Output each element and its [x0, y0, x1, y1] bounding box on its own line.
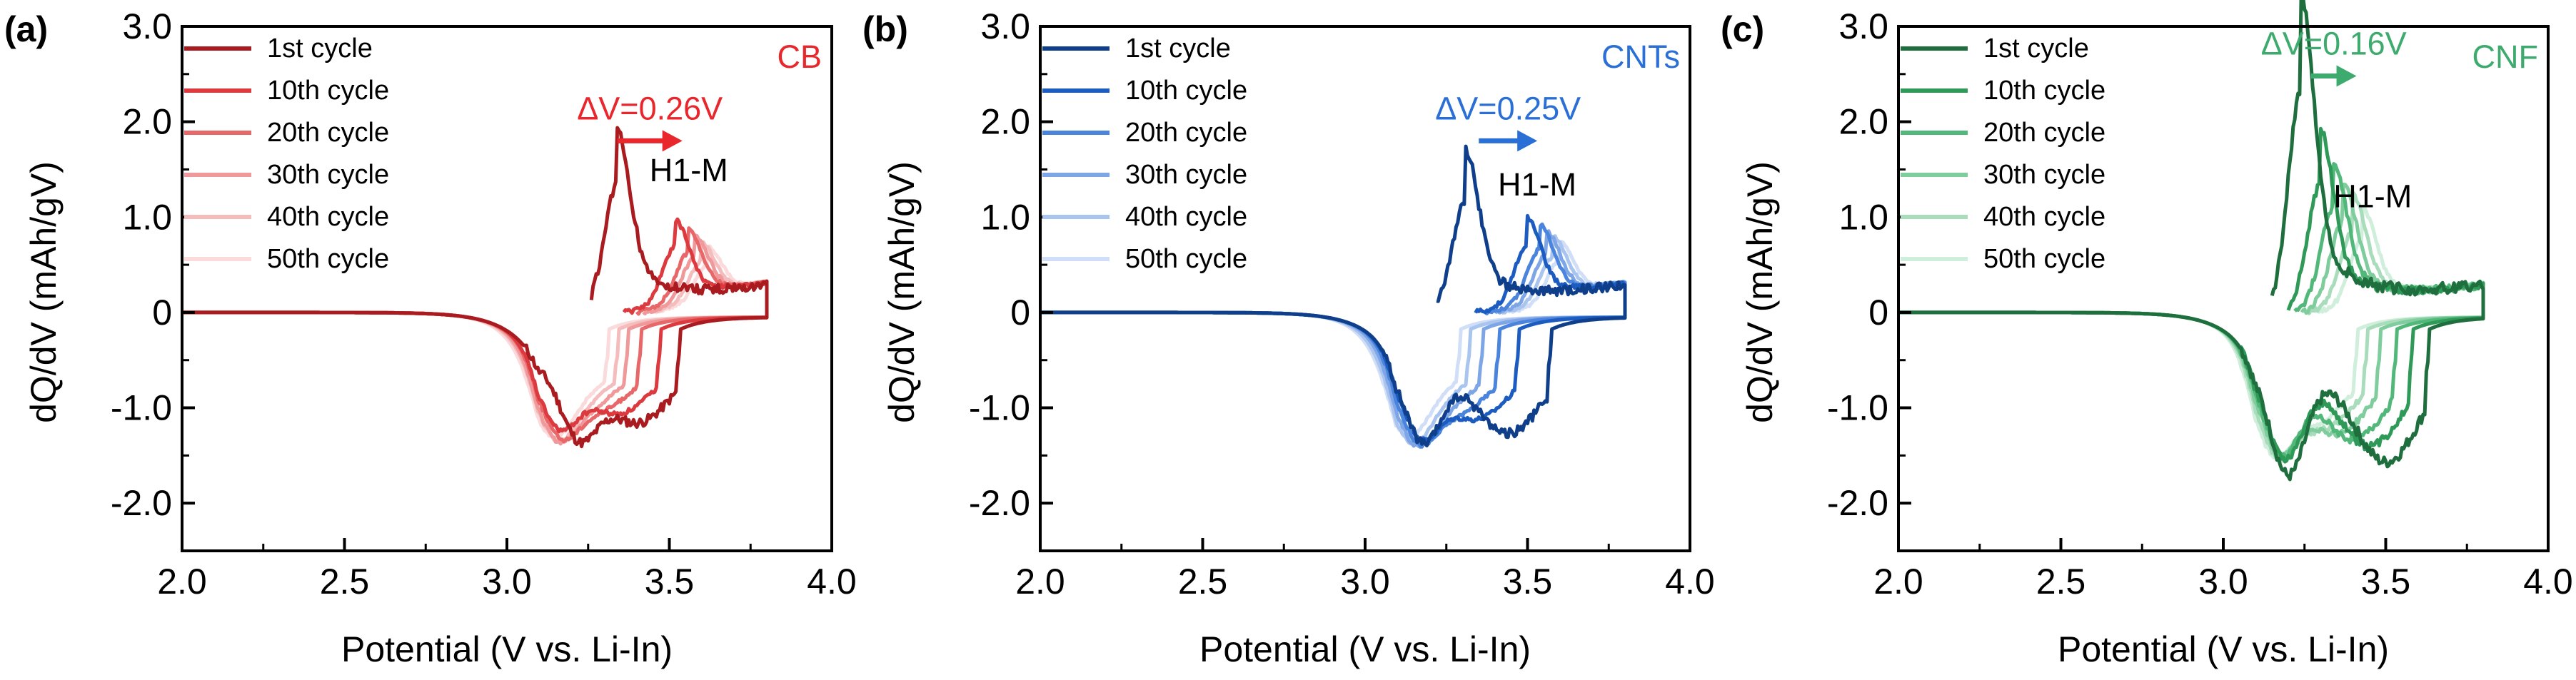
y-tick-label: 2.0: [980, 102, 1030, 142]
x-tick-label: 3.0: [1340, 562, 1390, 602]
series-line-1: [1898, 0, 2485, 482]
material-label: CNTs: [1601, 39, 1680, 75]
x-axis-title: Potential (V vs. Li-In): [341, 629, 673, 669]
x-tick-label: 2.0: [157, 562, 207, 602]
series-curves: [181, 126, 769, 449]
series-line-1: [1040, 144, 1627, 447]
delta-v-label: ΔV=0.26V: [577, 90, 723, 126]
series-curves: [1040, 144, 1627, 450]
chart-panel-cnf: (c) 2.0 2.5 3.0 3.5 4.0 3.0 2.0 1.0 0 -1.0 -2.0 Pote…: [1721, 0, 2573, 669]
y-tick-label: 3.0: [1838, 6, 1888, 46]
y-tick-label: 0: [152, 293, 172, 333]
y-axis-title: dQ/dV (mAh/gV): [24, 161, 64, 423]
series-line-5: [1898, 191, 2485, 463]
legend-entry: 30th cycle: [1983, 160, 2105, 190]
x-tick-label: 3.5: [645, 562, 695, 602]
x-tick-label: 4.0: [1665, 562, 1715, 602]
x-tick-label: 3.5: [2361, 562, 2411, 602]
series-curves: [1898, 0, 2485, 482]
y-axis-title: dQ/dV (mAh/gV): [1740, 161, 1780, 423]
material-label: CB: [777, 39, 822, 75]
legend-entry: 40th cycle: [1983, 202, 2105, 232]
delta-v-label: ΔV=0.16V: [2261, 25, 2407, 61]
legend-entry: 1st cycle: [1983, 34, 2089, 64]
legend-entry: 20th cycle: [267, 118, 389, 148]
legend-entry: 30th cycle: [267, 160, 389, 190]
chart-panel-cb: (a) 2.0 2.5 3.0 3.5 4.0 3.0 2.0 1.0 0 -1.0 -2.0 Pote…: [4, 6, 857, 669]
y-tick-label: 2.0: [1838, 102, 1888, 142]
delta-v-label: ΔV=0.25V: [1435, 90, 1581, 126]
legend-entry: 20th cycle: [1983, 118, 2105, 148]
x-tick-label: 4.0: [807, 562, 857, 602]
panel-label: (c): [1721, 9, 1764, 49]
y-tick-label: 0: [1868, 293, 1888, 333]
legend-entry: 1st cycle: [1125, 34, 1231, 64]
legend-entry: 50th cycle: [1125, 244, 1247, 274]
legend-entry: 10th cycle: [267, 76, 389, 106]
legend-entry: 50th cycle: [1983, 244, 2105, 274]
x-tick-label: 3.5: [1503, 562, 1553, 602]
legend-entry: 10th cycle: [1983, 76, 2105, 106]
y-tick-label: -2.0: [1827, 483, 1888, 523]
chart-panel-cnts: (b) 2.0 2.5 3.0 3.5 4.0 3.0 2.0 1.0 0 -1.0 -2.0 Pote…: [862, 6, 1715, 669]
x-tick-label: 3.0: [2198, 562, 2248, 602]
y-tick-label: 3.0: [980, 6, 1030, 46]
y-tick-label: -1.0: [111, 388, 172, 428]
x-tick-label: 4.0: [2523, 562, 2573, 602]
y-tick-label: -2.0: [969, 483, 1030, 523]
peak-label: H1-M: [1498, 166, 1576, 203]
shift-arrow-head-icon: [1517, 130, 1538, 152]
peak-label: H1-M: [2333, 178, 2412, 215]
x-tick-label: 2.5: [320, 562, 370, 602]
series-line-1: [181, 126, 769, 449]
x-tick-label: 2.0: [1873, 562, 1923, 602]
x-tick-label: 2.5: [1178, 562, 1228, 602]
material-label: CNF: [2472, 39, 2538, 75]
y-tick-label: -1.0: [1827, 388, 1888, 428]
legend-entry: 40th cycle: [267, 202, 389, 232]
legend: 1st cycle 10th cycle 20th cycle 30th cycle 4…: [184, 34, 389, 274]
legend-entry: 30th cycle: [1125, 160, 1247, 190]
legend-entry: 40th cycle: [1125, 202, 1247, 232]
peak-label: H1-M: [650, 152, 728, 188]
y-tick-label: -2.0: [111, 483, 172, 523]
x-axis-title: Potential (V vs. Li-In): [1199, 629, 1531, 669]
y-tick-label: 0: [1010, 293, 1030, 333]
y-tick-label: 2.0: [122, 102, 172, 142]
legend-entry: 1st cycle: [267, 34, 373, 64]
legend-entry: 10th cycle: [1125, 76, 1247, 106]
panel-label: (b): [862, 9, 908, 49]
x-tick-label: 3.0: [482, 562, 532, 602]
legend-entry: 20th cycle: [1125, 118, 1247, 148]
y-tick-label: 1.0: [1838, 197, 1888, 237]
y-tick-label: 3.0: [122, 6, 172, 46]
panel-label: (a): [4, 9, 48, 49]
shift-arrow-head-icon: [2336, 65, 2357, 87]
legend: 1st cycle 10th cycle 20th cycle 30th cycle 4…: [1042, 34, 1247, 274]
x-axis-title: Potential (V vs. Li-In): [2058, 629, 2389, 669]
x-tick-label: 2.5: [2036, 562, 2086, 602]
y-tick-label: 1.0: [980, 197, 1030, 237]
y-tick-label: -1.0: [969, 388, 1030, 428]
shift-arrow-head-icon: [662, 130, 683, 152]
legend-entry: 50th cycle: [267, 244, 389, 274]
x-tick-label: 2.0: [1015, 562, 1065, 602]
legend: 1st cycle 10th cycle 20th cycle 30th cycle 4…: [1901, 34, 2105, 274]
y-tick-label: 1.0: [122, 197, 172, 237]
y-axis-title: dQ/dV (mAh/gV): [882, 161, 922, 423]
